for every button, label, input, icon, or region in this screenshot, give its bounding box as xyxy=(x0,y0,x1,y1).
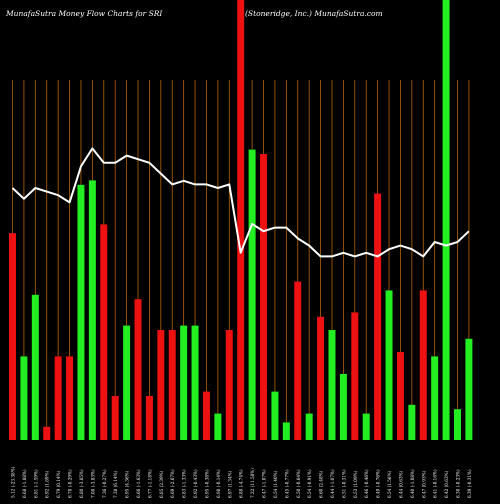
money-flow-bar xyxy=(191,325,199,440)
x-tick-label: 6.77 (-1.18%) xyxy=(147,469,152,498)
x-tick-label: 6.97 (1.34%) xyxy=(227,470,232,498)
x-tick-label: 6.85 (2.39%) xyxy=(159,470,164,498)
money-flow-bar xyxy=(43,426,51,440)
x-tick-label: 6.92 (1.89%) xyxy=(45,470,50,498)
money-flow-bar xyxy=(168,330,176,440)
money-flow-bar xyxy=(453,409,461,440)
money-flow-bar xyxy=(145,396,153,440)
x-tick-label: 6.83 (-1.33%) xyxy=(182,469,187,498)
label-layer: 5.12 (-23.38%) 6.68 (-1.88%) 6.81 (-1.59%)… xyxy=(11,466,472,498)
x-tick-label: 6.39 (-0.31%) xyxy=(467,469,472,498)
money-flow-bar xyxy=(202,391,210,440)
money-flow-bar xyxy=(328,330,336,440)
x-tick-label: 6.47 (-1.07%) xyxy=(262,469,267,498)
x-tick-label: 6.88 (-4.74%) xyxy=(239,469,244,498)
money-flow-bar xyxy=(271,391,279,440)
x-tick-label: 6.46 (-0.46%) xyxy=(364,469,369,498)
x-tick-label: 6.38 (-0.23%) xyxy=(455,469,460,498)
money-flow-bar xyxy=(317,316,325,440)
money-flow-bar xyxy=(385,290,393,440)
x-tick-label: 6.51 (-0.31%) xyxy=(341,469,346,498)
money-flow-bar xyxy=(442,0,450,440)
x-tick-label: 6.95 (4.36%) xyxy=(125,470,130,498)
price-line xyxy=(11,147,470,258)
money-flow-bar xyxy=(408,404,416,440)
money-flow-bar xyxy=(225,330,233,440)
money-flow-bar xyxy=(396,352,404,440)
line-layer xyxy=(11,147,470,258)
x-tick-label: 6.78 (-0.29%) xyxy=(68,469,73,498)
x-tick-label: 6.66 (-1.63%) xyxy=(136,469,141,498)
money-flow-bar xyxy=(248,149,256,440)
money-flow-bar xyxy=(134,299,142,440)
money-flow-bar xyxy=(123,325,131,440)
money-flow-bar xyxy=(54,356,62,440)
chart-title: MunafaSutra Money Flow Charts for SRI xyxy=(5,9,163,18)
money-flow-bar xyxy=(294,281,302,440)
x-tick-label: 6.60 (2.48%) xyxy=(319,470,324,498)
bar-layer xyxy=(9,0,473,440)
x-tick-label: 6.69 (-2.07%) xyxy=(170,469,175,498)
money-flow-bar xyxy=(157,330,165,440)
x-tick-label: 6.45 (-0.77%) xyxy=(284,469,289,498)
x-tick-label: 6.80 (-3.85%) xyxy=(79,469,84,498)
x-tick-label: 7.38 (6.14%) xyxy=(113,470,118,498)
money-flow-bar xyxy=(282,422,290,440)
money-flow-bar xyxy=(351,312,359,440)
x-tick-label: 6.98 (-0.14%) xyxy=(216,469,221,498)
x-tick-label: 6.44 (0.63%) xyxy=(398,470,403,498)
money-flow-bar xyxy=(111,396,119,440)
money-flow-bar xyxy=(31,294,39,440)
money-flow-bar xyxy=(465,338,473,440)
money-flow-bar xyxy=(305,413,313,440)
x-tick-label: 6.49 (-0.76%) xyxy=(376,469,381,498)
money-flow-bar xyxy=(66,356,74,440)
x-tick-label: 6.92 (-0.43%) xyxy=(193,469,198,498)
x-tick-label: 6.47 (0.93%) xyxy=(421,470,426,498)
money-flow-bar xyxy=(362,413,370,440)
x-tick-label: 6.81 (-1.59%) xyxy=(33,469,38,498)
money-flow-bar xyxy=(9,233,16,440)
money-flow-bar xyxy=(419,290,427,440)
money-flow-bar xyxy=(237,0,245,440)
money-flow-bar xyxy=(374,193,382,440)
x-tick-label: 6.53 (1.09%) xyxy=(353,470,358,498)
money-flow-bar xyxy=(100,224,108,440)
money-flow-bar xyxy=(214,413,222,440)
money-flow-bar xyxy=(431,356,439,440)
money-flow-bar xyxy=(77,184,85,440)
x-tick-label: 6.79 (0.14%) xyxy=(56,470,61,498)
x-tick-label: 6.50 (-0.64%) xyxy=(296,469,301,498)
money-flow-bar xyxy=(88,180,96,440)
x-tick-label: 6.54 (-0.91%) xyxy=(307,469,312,498)
money-flow-bar xyxy=(339,374,347,440)
money-flow-bar xyxy=(260,154,268,440)
x-tick-label: 7.08 (-3.83%) xyxy=(90,469,95,498)
x-tick-label: 6.40 (-1.08%) xyxy=(410,469,415,498)
x-tick-label: 6.95 (-0.38%) xyxy=(204,469,209,498)
x-tick-label: 5.12 (-23.38%) xyxy=(11,466,16,498)
x-tick-label: 7.36 (-0.27%) xyxy=(102,469,107,498)
x-tick-label: 7.22 (11.58%) xyxy=(250,468,255,498)
x-tick-label: 6.68 (-1.88%) xyxy=(22,469,27,498)
x-tick-label: 6.54 (1.56%) xyxy=(387,470,392,498)
money-flow-bar xyxy=(20,356,28,440)
x-tick-label: 6.42 (0.63%) xyxy=(444,470,449,498)
chart-subtitle: (Stoneridge, Inc.) MunafaSutra.com xyxy=(245,9,383,18)
x-tick-label: 6.41 (-0.16%) xyxy=(433,469,438,498)
x-tick-label: 6.44 (-1.07%) xyxy=(330,469,335,498)
x-tick-label: 6.54 (1.40%) xyxy=(273,470,278,498)
money-flow-bar xyxy=(180,325,188,440)
